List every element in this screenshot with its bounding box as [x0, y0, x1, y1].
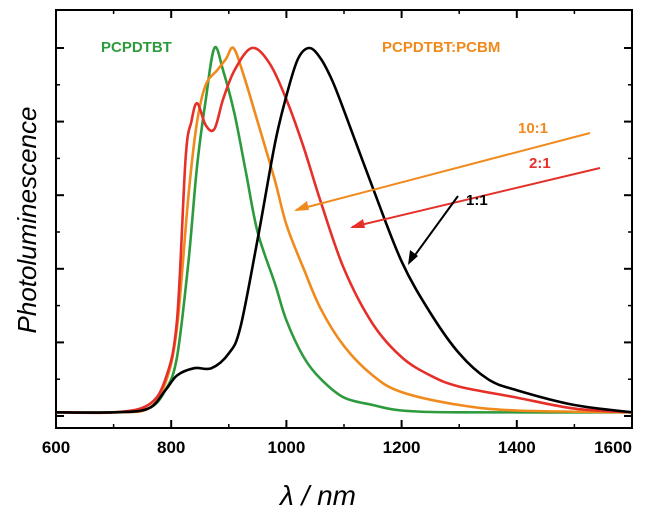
arrow-1-1-head [408, 250, 418, 265]
annotation-arrows [294, 132, 601, 265]
y-axis-title: Photoluminescence [12, 107, 42, 334]
x-tick-label-600: 600 [42, 438, 70, 457]
arrow-10-1 [295, 132, 591, 211]
x-tick-label-1600: 1600 [594, 438, 632, 457]
axis-ticks [55, 10, 633, 428]
x-tick-label-1200: 1200 [383, 438, 421, 457]
series-line-10-1 [55, 46, 633, 414]
label-pcpdtbt: PCPDTBT [101, 39, 172, 56]
arrow-10-1-head [294, 201, 309, 211]
series-curves [55, 45, 633, 415]
x-tick-label-1000: 1000 [267, 438, 305, 457]
label-ratio-10-1: 10:1 [518, 120, 548, 137]
arrow-2-1-head [350, 219, 365, 228]
x-axis-title: λ / nm [278, 480, 356, 511]
label-ratio-1-1: 1:1 [466, 192, 488, 209]
x-tick-label-1400: 1400 [498, 438, 536, 457]
x-tick-label-800: 800 [157, 438, 185, 457]
series-line-pcpdtbt [55, 45, 633, 414]
plot-frame [55, 9, 633, 429]
arrow-2-1 [351, 167, 601, 228]
series-line-2-1 [55, 46, 633, 415]
arrow-1-1 [409, 195, 459, 263]
label-ratio-2-1: 2:1 [529, 155, 551, 172]
x-tick-labels: 600 800 1000 1200 1400 1600 [42, 438, 632, 457]
series-line-1-1 [55, 46, 633, 414]
label-blend-group: PCPDTBT:PCBM [382, 39, 500, 56]
